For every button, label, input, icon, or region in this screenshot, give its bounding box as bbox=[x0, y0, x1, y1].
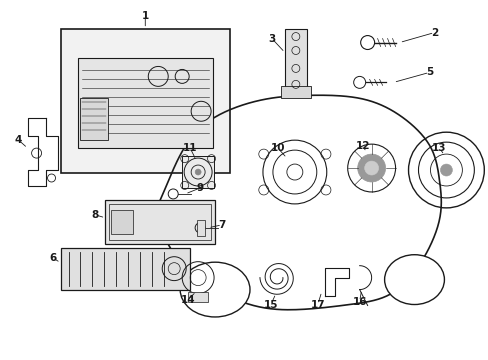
Text: 7: 7 bbox=[218, 220, 225, 230]
Ellipse shape bbox=[384, 255, 444, 305]
Text: 2: 2 bbox=[430, 28, 437, 37]
Circle shape bbox=[440, 164, 451, 176]
Text: 4: 4 bbox=[15, 135, 22, 145]
Bar bbox=[81, 98, 108, 140]
Circle shape bbox=[195, 169, 201, 175]
Text: 10: 10 bbox=[270, 143, 285, 153]
Bar bbox=[280, 86, 310, 98]
Text: 9: 9 bbox=[196, 183, 203, 193]
Bar bbox=[197, 220, 204, 236]
Text: 1: 1 bbox=[142, 11, 149, 21]
Text: 13: 13 bbox=[431, 143, 446, 153]
Text: 5: 5 bbox=[425, 67, 432, 77]
Circle shape bbox=[357, 154, 385, 182]
Bar bbox=[61, 248, 190, 289]
Text: 12: 12 bbox=[355, 141, 369, 151]
Text: 6: 6 bbox=[49, 253, 56, 263]
Bar bbox=[105, 200, 215, 244]
Text: 8: 8 bbox=[92, 210, 99, 220]
Text: 17: 17 bbox=[310, 300, 325, 310]
Circle shape bbox=[364, 161, 378, 175]
Text: 16: 16 bbox=[352, 297, 366, 306]
Bar bbox=[182, 156, 214, 188]
Ellipse shape bbox=[180, 262, 249, 317]
Bar bbox=[78, 58, 213, 148]
Bar bbox=[111, 210, 133, 234]
Bar bbox=[285, 28, 306, 96]
Text: 11: 11 bbox=[183, 143, 197, 153]
Text: 3: 3 bbox=[268, 33, 275, 44]
Bar bbox=[188, 292, 208, 302]
Bar bbox=[61, 28, 229, 173]
Text: 14: 14 bbox=[181, 294, 195, 305]
Text: 15: 15 bbox=[263, 300, 278, 310]
Bar bbox=[109, 204, 211, 240]
